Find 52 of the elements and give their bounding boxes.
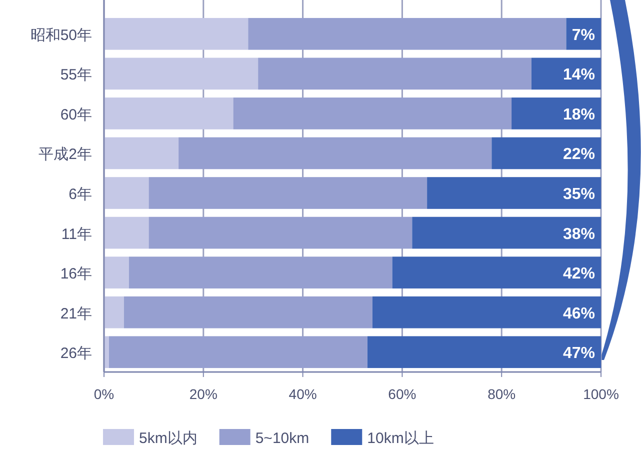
bar xyxy=(104,256,129,288)
data-label: 22% xyxy=(562,146,595,164)
bar xyxy=(104,18,248,50)
bar xyxy=(531,58,601,90)
legend-label: 5km以内 xyxy=(139,430,198,447)
y-tick-label: 平成2年 xyxy=(38,146,92,164)
y-tick-label: 6年 xyxy=(68,186,92,203)
data-label: 14% xyxy=(562,66,595,84)
bar xyxy=(104,58,258,90)
y-tick-label: 55年 xyxy=(60,66,92,84)
legend-label: 5~10km xyxy=(255,430,310,447)
bar xyxy=(392,256,601,288)
bar xyxy=(258,58,532,90)
x-tick-label: 20% xyxy=(189,386,218,402)
bar xyxy=(372,296,601,328)
data-label: 35% xyxy=(562,186,595,203)
bar xyxy=(104,296,124,328)
data-label: 18% xyxy=(562,106,595,124)
bar xyxy=(427,177,601,209)
bar xyxy=(108,336,368,368)
bar xyxy=(124,296,372,328)
bar xyxy=(178,137,492,170)
x-tick-label: 0% xyxy=(94,386,114,402)
y-tick-label: 昭和50年 xyxy=(30,26,92,44)
bar xyxy=(412,216,601,249)
x-tick-label: 80% xyxy=(488,386,516,402)
bar xyxy=(367,336,601,368)
bar xyxy=(512,98,601,130)
y-tick-label: 16年 xyxy=(60,266,92,283)
bar xyxy=(104,137,179,170)
y-tick-label: 60年 xyxy=(60,106,92,124)
x-tick-label: 60% xyxy=(388,386,416,402)
data-label: 38% xyxy=(562,226,595,243)
x-tick-label: 100% xyxy=(583,386,619,402)
y-tick-label: 26年 xyxy=(60,345,92,362)
bar xyxy=(248,18,566,50)
bar xyxy=(104,216,149,249)
x-tick-label: 40% xyxy=(288,386,317,402)
bar xyxy=(233,98,512,130)
bar xyxy=(492,137,601,170)
data-label: 47% xyxy=(562,345,595,362)
data-label: 7% xyxy=(572,26,595,44)
y-tick-label: 21年 xyxy=(60,305,92,322)
bar xyxy=(148,177,428,209)
bar xyxy=(128,256,392,288)
bar xyxy=(104,98,234,130)
legend-label: 10km以上 xyxy=(367,430,434,447)
bar xyxy=(148,216,412,249)
bar xyxy=(104,177,149,209)
y-tick-label: 11年 xyxy=(61,226,92,243)
data-label: 46% xyxy=(562,305,595,322)
data-label: 42% xyxy=(562,266,595,283)
